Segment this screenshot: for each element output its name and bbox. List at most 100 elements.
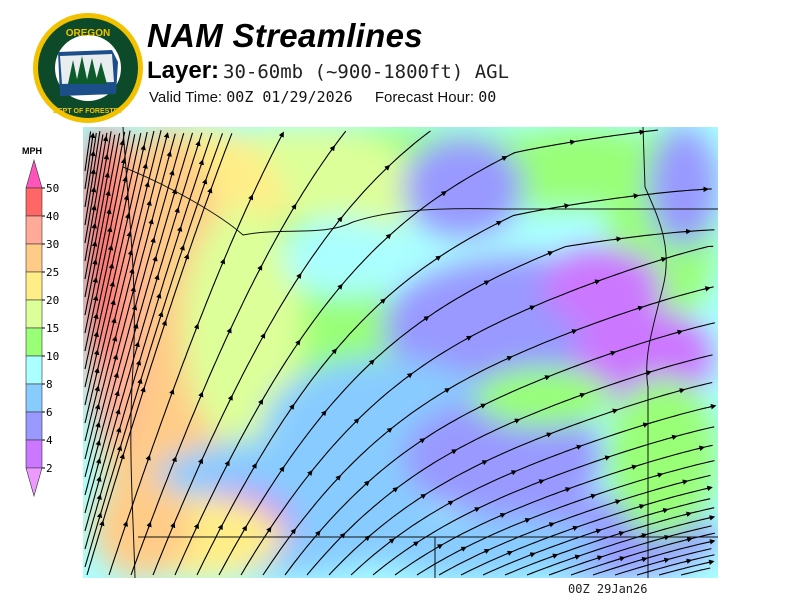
streamline-arrow [93,349,100,357]
streamline [84,130,131,352]
streamline-arrow [594,528,602,534]
streamline-arrow [156,292,162,300]
streamline-arrow [146,521,152,529]
streamline-arrow [436,544,444,550]
streamline-arrow [505,356,513,362]
streamline-arrow [337,283,343,290]
streamline-arrow [114,390,120,398]
streamline-arrow [562,203,570,209]
streamline [84,131,101,226]
streamline-arrow [119,139,125,147]
streamline-arrow [107,226,113,234]
forecast-hour-label: Forecast Hour: [374,89,475,106]
washington-border [122,166,718,236]
streamline-arrow [589,493,597,499]
streamline-arrow [709,404,717,410]
streamline [84,134,136,370]
streamline-arrow [329,145,336,152]
streamline-arrow [675,329,684,335]
streamline-arrow [248,194,254,202]
streamline-arrow [226,327,232,335]
streamline-arrow [386,427,393,434]
streamline-arrow [202,178,208,186]
streamline [84,133,121,316]
streamline-arrow [440,190,447,197]
streamline-arrow [109,281,115,289]
streamline-arrow [339,532,346,539]
legend-band [25,383,43,413]
streamline-arrow [636,305,644,311]
streamline-arrow [116,445,123,453]
streamline-arrow [266,526,272,533]
streamline-arrow [152,255,158,263]
streamline-arrow [95,457,102,465]
streamline-arrow [111,317,117,325]
streamline-arrow [116,426,122,434]
streamline-arrow [392,486,399,493]
streamline-arrow [681,479,689,485]
legend-tick-label: 50 [46,182,59,195]
legend-over-arrow [25,158,43,189]
legend-under-arrow [25,467,43,498]
streamline-arrow [170,522,176,529]
streamline-arrow [661,507,669,514]
legend-tick-label: 40 [46,210,59,223]
streamline-arrow [617,531,625,537]
streamline-arrow [93,313,99,321]
streamline-arrow [662,557,670,563]
streamline-arrow [122,520,128,528]
streamline-arrow [95,421,101,429]
streamline-arrow [575,444,583,450]
streamline-arrow [133,322,139,330]
streamline-arrow [123,194,130,202]
streamline-arrow [568,139,576,145]
legend-tick-label: 20 [46,294,59,307]
streamline [328,381,713,576]
streamline-arrow [640,533,648,539]
streamline-arrow [447,500,454,506]
streamline-arrow [412,541,420,547]
streamline-arrow [337,216,343,223]
streamline-arrow [198,391,204,399]
streamline [84,132,97,208]
streamline-arrow [495,220,503,226]
streamline [394,444,713,576]
streamline-arrow [195,140,201,148]
streamline [306,354,713,576]
streamline-arrow [94,403,101,411]
streamline-arrow [537,479,545,485]
streamline-arrow [546,251,554,257]
oregon-department-of-forestry-logo: OREGON DEPT OF FORESTRY [33,13,143,123]
streamline-arrow [697,445,705,451]
streamline-arrow [158,311,164,319]
streamline-arrow [92,276,98,285]
streamline-arrow [291,203,297,210]
streamline-arrow [94,367,100,375]
streamline [84,132,203,532]
streamline-arrow [406,372,413,379]
streamline-arrow [161,319,167,327]
streamline [108,133,284,576]
streamline [504,507,715,576]
streamline-arrow [134,341,140,349]
streamline-arrow [217,523,223,531]
streamline-arrow [543,375,551,381]
streamline-arrow [523,518,531,524]
streamline-arrow [91,222,97,230]
streamline-arrow [257,398,264,406]
legend-tick-label: 8 [46,378,53,391]
streamline-arrow [593,279,601,285]
streamline-arrow [140,144,146,152]
streamline-arrow [96,493,102,502]
streamline-arrow [499,513,506,519]
streamline-arrow [315,530,321,537]
streamline [350,405,715,576]
streamline-arrow [419,438,426,444]
streamline-arrow [321,410,327,417]
streamline [680,567,711,576]
legend-band [25,411,43,441]
streamline-arrow [364,535,371,542]
streamline [284,322,715,576]
streamline-arrow [130,286,136,294]
streamline-arrow [684,511,692,517]
